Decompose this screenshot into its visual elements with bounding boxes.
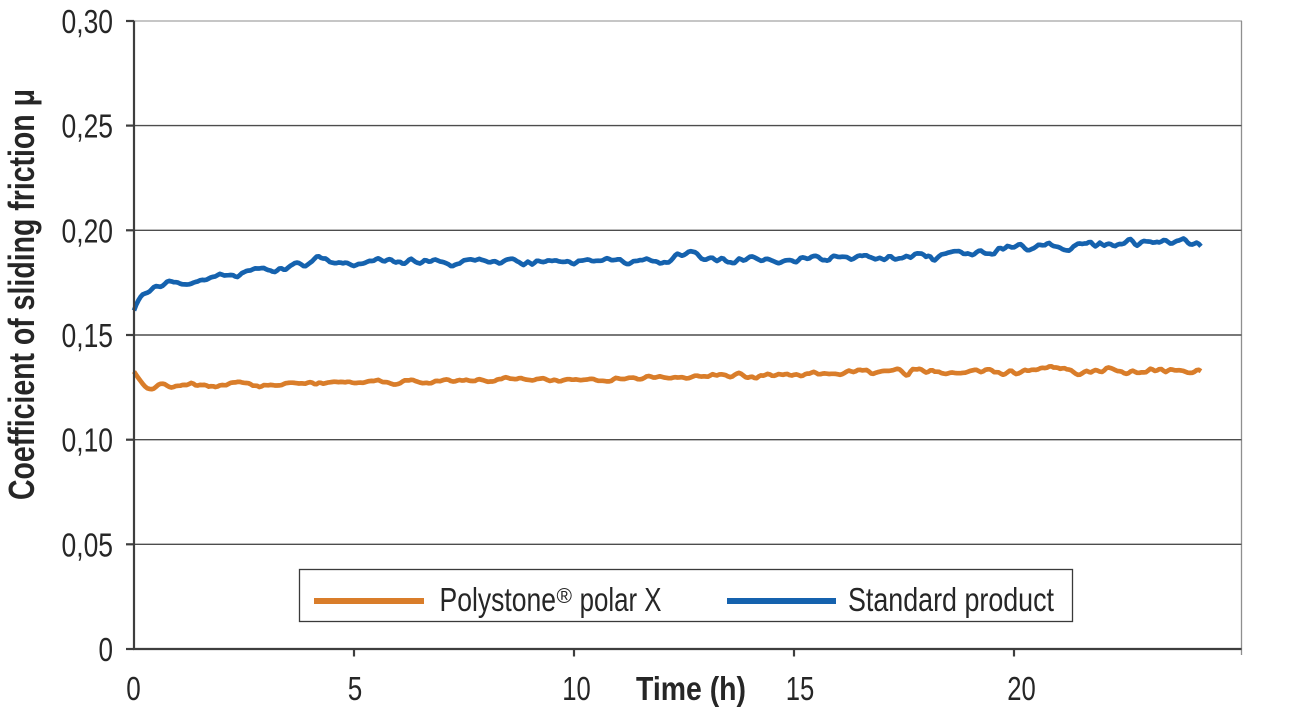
svg-text:®: ® (557, 585, 573, 608)
svg-text:0,20: 0,20 (62, 212, 114, 249)
svg-text:15: 15 (786, 670, 815, 707)
svg-text:0: 0 (126, 670, 141, 707)
svg-text:0,25: 0,25 (62, 108, 114, 145)
svg-text:0: 0 (99, 631, 114, 668)
svg-text:Standard product: Standard product (848, 581, 1054, 618)
svg-text:0,15: 0,15 (62, 317, 114, 354)
svg-text:0,30: 0,30 (62, 3, 114, 40)
svg-text:Coefficient of sliding frictio: Coefficient of sliding friction μ (1, 89, 42, 500)
svg-text:polar X: polar X (573, 581, 662, 618)
svg-text:20: 20 (1007, 670, 1036, 707)
svg-text:5: 5 (348, 670, 363, 707)
svg-text:0,05: 0,05 (62, 526, 114, 563)
svg-text:10: 10 (562, 670, 591, 707)
svg-text:Time (h): Time (h) (636, 670, 746, 707)
svg-text:Polystone: Polystone (440, 581, 557, 618)
svg-text:0,10: 0,10 (62, 422, 114, 459)
